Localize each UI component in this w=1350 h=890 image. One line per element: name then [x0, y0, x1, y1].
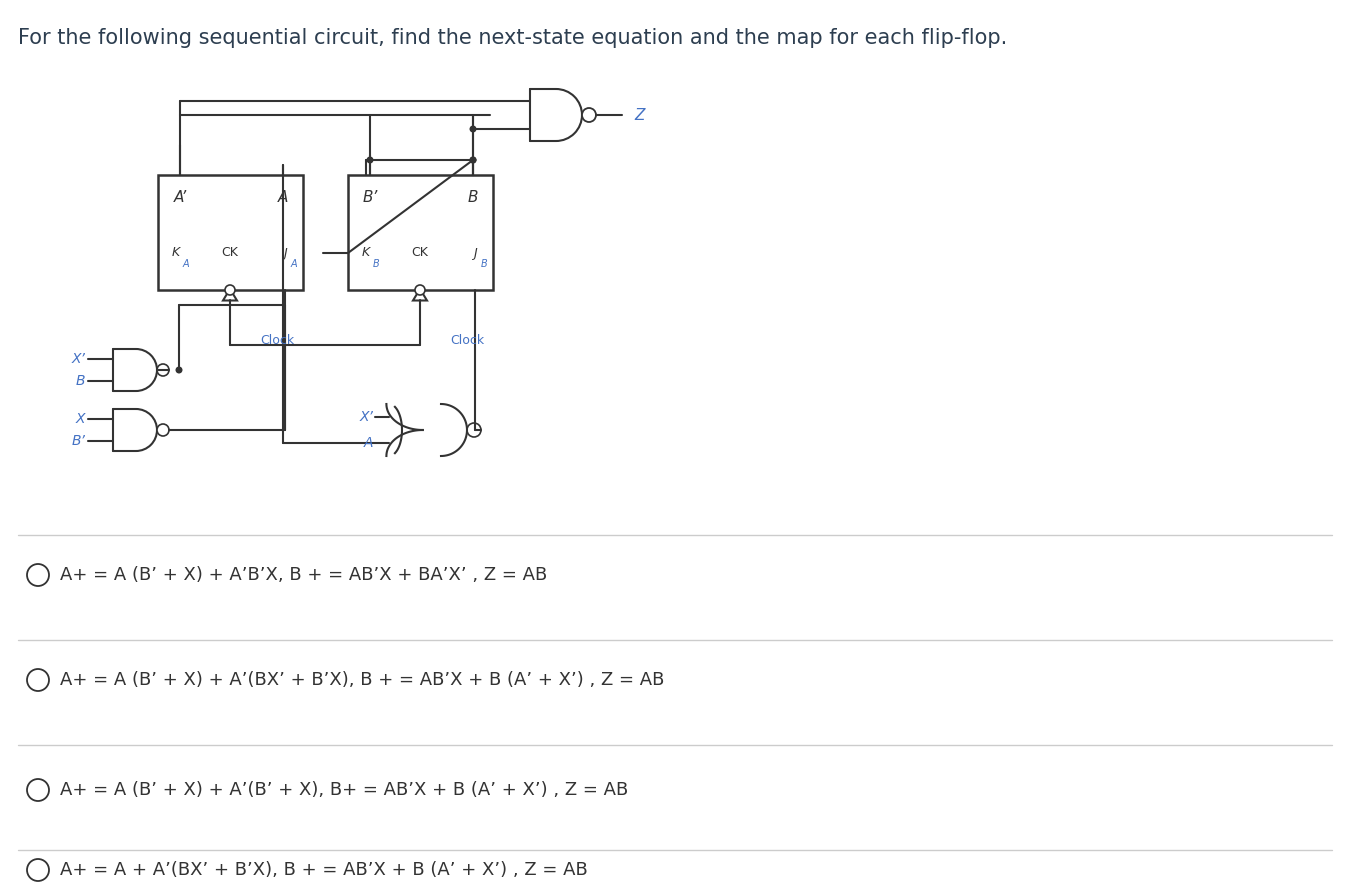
Text: J: J	[284, 247, 286, 260]
Text: Clock: Clock	[450, 334, 485, 346]
Text: A+ = A (B’ + X) + A’B’X, B + = AB’X + BA’X’ , Z = AB: A+ = A (B’ + X) + A’B’X, B + = AB’X + BA…	[59, 566, 547, 584]
Text: B: B	[76, 374, 85, 388]
Text: X’: X’	[72, 352, 85, 366]
Text: B: B	[481, 259, 487, 269]
Text: K: K	[362, 247, 370, 260]
Circle shape	[225, 285, 235, 295]
Circle shape	[176, 367, 182, 374]
Text: B’: B’	[72, 434, 85, 448]
Text: A: A	[363, 436, 373, 450]
Text: Z: Z	[634, 108, 644, 123]
Circle shape	[470, 125, 477, 133]
Bar	[158, 175, 302, 290]
Text: A’: A’	[173, 190, 186, 205]
Text: Clock: Clock	[261, 334, 294, 346]
Text: J: J	[472, 247, 477, 260]
Bar	[348, 175, 493, 290]
Circle shape	[157, 424, 169, 436]
Circle shape	[582, 108, 595, 122]
Text: B’: B’	[362, 190, 378, 205]
Text: A: A	[184, 259, 189, 269]
Circle shape	[470, 157, 477, 164]
Text: CK: CK	[412, 247, 428, 260]
Text: X’: X’	[359, 410, 373, 424]
Circle shape	[366, 157, 374, 164]
Text: X: X	[76, 412, 85, 426]
Text: CK: CK	[221, 247, 239, 260]
Circle shape	[467, 423, 481, 437]
Circle shape	[27, 779, 49, 801]
Text: For the following sequential circuit, find the next-state equation and the map f: For the following sequential circuit, fi…	[18, 28, 1007, 48]
Text: A+ = A (B’ + X) + A’(B’ + X), B+ = AB’X + B (A’ + X’) , Z = AB: A+ = A (B’ + X) + A’(B’ + X), B+ = AB’X …	[59, 781, 628, 799]
Text: K: K	[171, 247, 180, 260]
Circle shape	[157, 364, 169, 376]
Text: A: A	[278, 190, 288, 205]
Circle shape	[470, 157, 477, 164]
Text: A+ = A (B’ + X) + A’(BX’ + B’X), B + = AB’X + B (A’ + X’) , Z = AB: A+ = A (B’ + X) + A’(BX’ + B’X), B + = A…	[59, 671, 664, 689]
Circle shape	[27, 564, 49, 586]
Text: A: A	[292, 259, 297, 269]
Text: B: B	[373, 259, 379, 269]
Circle shape	[414, 285, 425, 295]
Text: A+ = A + A’(BX’ + B’X), B + = AB’X + B (A’ + X’) , Z = AB: A+ = A + A’(BX’ + B’X), B + = AB’X + B (…	[59, 861, 587, 879]
Text: B: B	[467, 190, 478, 205]
Circle shape	[27, 859, 49, 881]
Circle shape	[27, 669, 49, 691]
